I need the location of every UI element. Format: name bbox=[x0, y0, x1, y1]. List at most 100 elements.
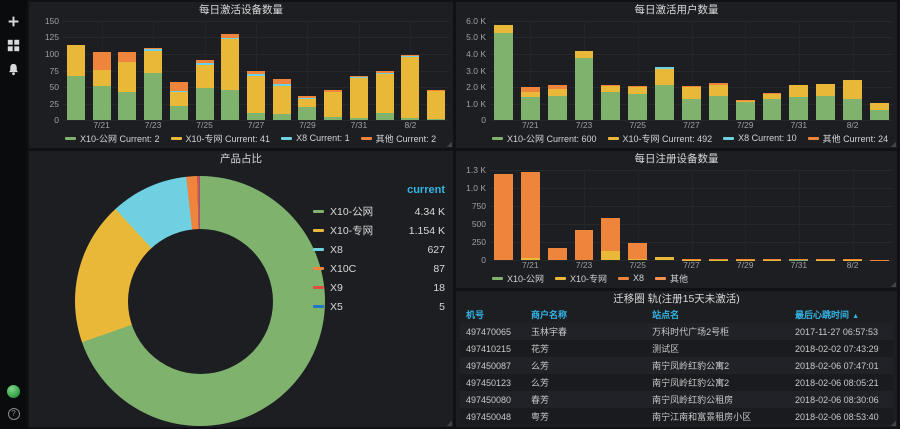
x-axis-label: 7/29 bbox=[736, 260, 754, 270]
bars bbox=[490, 21, 893, 120]
legend-item[interactable]: X10-专网 Current: 492 bbox=[607, 132, 713, 145]
x-axis-label: 7/29 bbox=[736, 120, 754, 130]
stacked-bar-chart: 150 125 100 75 50 25 0 7/21 7/23 7/25 7/27 7/29 7/31… bbox=[33, 16, 449, 145]
legend-item[interactable]: X9 18 bbox=[313, 278, 445, 297]
plot-area: 6.0 K 5.0 K 4.0 K 3.0 K 2.0 K 1.0 K 0 bbox=[460, 16, 893, 125]
bar-7/31 bbox=[789, 21, 809, 120]
bar-segment bbox=[601, 250, 621, 260]
panel-title[interactable]: 每日注册设备数量 bbox=[634, 153, 719, 165]
bar-slot bbox=[839, 170, 866, 260]
legend-label: X8 Current: 10 bbox=[738, 133, 797, 143]
panel-title[interactable]: 产品占比 bbox=[220, 153, 262, 165]
bar-segment bbox=[92, 52, 111, 70]
h-gridline bbox=[490, 260, 893, 261]
y-axis-label: 250 bbox=[471, 237, 486, 247]
legend-item[interactable]: X10-专网 Current: 41 bbox=[170, 132, 270, 145]
legend-label: X10-专网 Current: 492 bbox=[622, 133, 713, 144]
legend-item[interactable]: X8 bbox=[618, 273, 644, 283]
legend-label: X8 bbox=[633, 273, 645, 283]
legend-item[interactable]: X8 Current: 1 bbox=[281, 133, 350, 143]
legend-item[interactable]: X8 Current: 10 bbox=[723, 133, 797, 143]
panel-title[interactable]: 迁移圈 轨(注册15天未激活) bbox=[613, 293, 740, 305]
bar-slot bbox=[571, 21, 598, 120]
y-axis-label: 3.0 K bbox=[466, 65, 486, 76]
bar-7/22 bbox=[547, 170, 567, 260]
v-gridline bbox=[852, 170, 854, 260]
bar-7/25 bbox=[195, 21, 214, 120]
bar-segment bbox=[520, 91, 540, 97]
bar-segment bbox=[655, 257, 674, 260]
bar-segment bbox=[144, 48, 163, 50]
legend-item[interactable]: X10-公网 Current: 2 bbox=[65, 132, 160, 145]
legend-item[interactable]: 其他 Current: 24 bbox=[807, 132, 888, 145]
legend-item[interactable]: X10-公网 4.34 K bbox=[313, 202, 445, 221]
bar-slot bbox=[759, 21, 786, 120]
legend-item[interactable]: X10C 87 bbox=[313, 259, 445, 278]
bar-slot bbox=[812, 21, 839, 120]
bar-slot bbox=[490, 21, 517, 120]
legend-item[interactable]: X8 627 bbox=[313, 240, 445, 259]
bar-segment bbox=[494, 33, 513, 120]
legend-item[interactable]: 其他 Current: 2 bbox=[360, 132, 437, 145]
column-header[interactable]: 站点名 bbox=[652, 310, 680, 320]
legend-color-dash bbox=[807, 136, 819, 140]
legend-label: 其他 Current: 2 bbox=[375, 133, 437, 144]
legend-item[interactable]: X5 5 bbox=[313, 297, 445, 316]
bar-slot bbox=[140, 21, 166, 120]
bar-7/30 bbox=[762, 21, 782, 120]
bar-slot bbox=[678, 21, 705, 120]
bar-segment bbox=[298, 98, 317, 99]
bar-segment bbox=[195, 63, 214, 65]
plot-area: 150 125 100 75 50 25 0 bbox=[33, 16, 449, 125]
legend-item[interactable]: X10-公网 bbox=[492, 272, 544, 285]
help-icon[interactable]: ? bbox=[7, 407, 21, 421]
bar-slot bbox=[320, 21, 346, 120]
bar-segment bbox=[401, 118, 420, 120]
panel-title[interactable]: 每日激活设备数量 bbox=[199, 4, 283, 16]
x-axis-label bbox=[490, 120, 517, 131]
table-cell: 万科时代广场2号柜 bbox=[652, 327, 730, 337]
x-axis-label: 7/25 bbox=[196, 120, 213, 130]
legend-item[interactable]: X10-公网 Current: 600 bbox=[492, 132, 597, 145]
column-header[interactable]: 最后心跳时间 ▲ bbox=[795, 310, 859, 320]
bar-segment bbox=[601, 84, 621, 87]
h-gridline bbox=[63, 120, 449, 121]
x-axis-label: 7/27 bbox=[683, 120, 700, 130]
bar-slot bbox=[295, 21, 321, 120]
bar-segment bbox=[349, 78, 368, 119]
bar-7/21 bbox=[92, 21, 111, 120]
user-avatar[interactable] bbox=[7, 384, 21, 398]
bar-segment bbox=[601, 86, 621, 92]
bar-8/2 bbox=[843, 21, 862, 120]
bar-7/25 bbox=[628, 170, 648, 260]
bar-slot bbox=[624, 21, 651, 120]
v-gridline bbox=[691, 170, 693, 260]
add-icon[interactable] bbox=[7, 14, 21, 28]
bar-segment bbox=[118, 91, 137, 120]
bar-7/24 bbox=[169, 21, 188, 120]
panel-daily-activated-users: 每日激活用户数量 6.0 K 5.0 K 4.0 K 3.0 K 2.0 K 1.0 K 0… bbox=[456, 2, 897, 148]
bar-segment bbox=[221, 89, 240, 120]
bar-segment bbox=[427, 90, 446, 120]
bar-segment bbox=[520, 87, 540, 92]
column-header[interactable]: 机号 bbox=[466, 310, 485, 320]
y-axis-label: 50 bbox=[49, 81, 59, 92]
bar-7/22 bbox=[118, 21, 137, 120]
legend-item[interactable]: X10-专网 1.154 K bbox=[313, 221, 445, 240]
legend-item[interactable]: X10-专网 bbox=[555, 272, 607, 285]
legend-item[interactable]: 其他 bbox=[655, 272, 688, 285]
bar-7/29 bbox=[735, 170, 755, 260]
v-gridline bbox=[745, 170, 747, 260]
bar-segment bbox=[628, 87, 648, 95]
bar-slot bbox=[759, 170, 786, 260]
dashboards-icon[interactable] bbox=[7, 38, 21, 52]
bar-7/26 bbox=[221, 21, 240, 120]
legend-color-dash bbox=[313, 248, 324, 251]
column-header[interactable]: 商户名称 bbox=[530, 310, 567, 320]
panel-title[interactable]: 每日激活用户数量 bbox=[634, 4, 719, 16]
alerts-bell-icon[interactable] bbox=[7, 62, 21, 76]
y-axis-label: 4.0 K bbox=[466, 48, 486, 59]
bar-8/3 bbox=[870, 21, 889, 120]
bar-segment bbox=[547, 96, 567, 120]
panel-device-table: 迁移圈 轨(注册15天未激活) 机号 商户名称 站点名 最后心跳时间 ▲ 49747006… bbox=[456, 291, 897, 427]
